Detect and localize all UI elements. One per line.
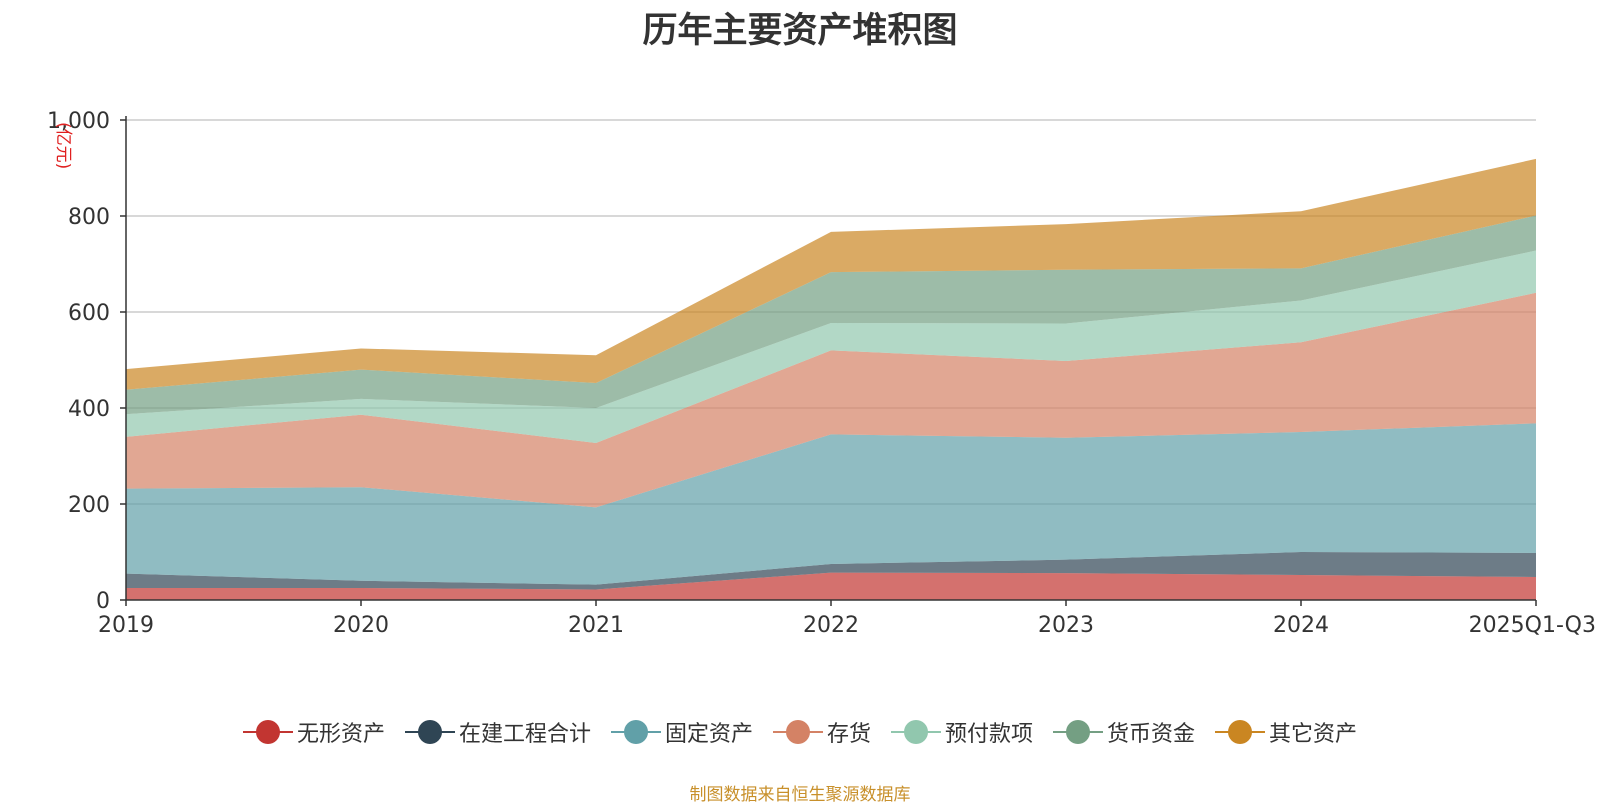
y-tick-label: 0 (96, 589, 110, 614)
y-axis-label: (亿元) (53, 122, 73, 169)
y-tick-label: 400 (68, 397, 110, 422)
legend-item-2[interactable]: 在建工程合计 (404, 716, 591, 748)
legend-marker (891, 719, 941, 745)
area-series-1[interactable] (126, 572, 1536, 600)
area-series-4[interactable] (126, 292, 1536, 508)
x-tick-label: 2023 (1038, 613, 1094, 638)
legend-label: 其它资产 (1269, 722, 1358, 747)
x-tick-label: 2019 (98, 613, 154, 638)
area-series-6[interactable] (126, 215, 1536, 415)
area-series-3[interactable] (126, 423, 1536, 585)
legend: 无形资产 在建工程合计 固定资产 存货 预付款项 货币资金 其它资产 (0, 716, 1600, 748)
legend-marker (1053, 719, 1104, 745)
x-tick-label: 2020 (333, 613, 389, 638)
area-series-5[interactable] (126, 250, 1536, 444)
axis-layer: 0 200 400 600 800 1,000 2019 2020 2021 2022 2023 20… (47, 109, 1596, 638)
legend-item-4[interactable]: 存货 (772, 716, 871, 748)
legend-item-5[interactable]: 预付款项 (891, 716, 1033, 748)
chart-title: 历年主要资产堆积图 (642, 11, 958, 51)
area-series-7[interactable] (126, 158, 1536, 390)
area-series-2[interactable] (126, 552, 1536, 590)
legend-marker (772, 719, 823, 745)
legend-marker (610, 719, 661, 745)
legend-item-3[interactable]: 固定资产 (610, 716, 753, 748)
area-layer (126, 158, 1536, 600)
y-tick-label: 600 (68, 301, 110, 326)
x-tick-label: 2025Q1-Q3 (1469, 613, 1596, 638)
y-tick-label: 800 (68, 205, 110, 230)
y-tick-label: 200 (68, 493, 110, 518)
legend-item-1[interactable]: 无形资产 (242, 716, 385, 748)
legend-label: 在建工程合计 (458, 722, 591, 747)
legend-label: 固定资产 (664, 722, 753, 747)
x-tick-label: 2024 (1273, 613, 1329, 638)
data-source-note: 制图数据来自恒生聚源数据库 (689, 785, 911, 805)
legend-label: 预付款项 (945, 722, 1034, 747)
x-tick-label: 2021 (568, 613, 624, 638)
legend-label: 存货 (826, 722, 871, 747)
legend-marker (1215, 719, 1266, 745)
legend-item-6[interactable]: 货币资金 (1053, 716, 1195, 748)
legend-marker (404, 719, 455, 745)
legend-label: 货币资金 (1107, 722, 1196, 747)
legend-item-7[interactable]: 其它资产 (1215, 716, 1357, 748)
legend-marker (242, 719, 293, 745)
x-tick-label: 2022 (803, 613, 859, 638)
y-tick-label: 1,000 (47, 109, 110, 134)
legend-label: 无形资产 (296, 722, 385, 747)
